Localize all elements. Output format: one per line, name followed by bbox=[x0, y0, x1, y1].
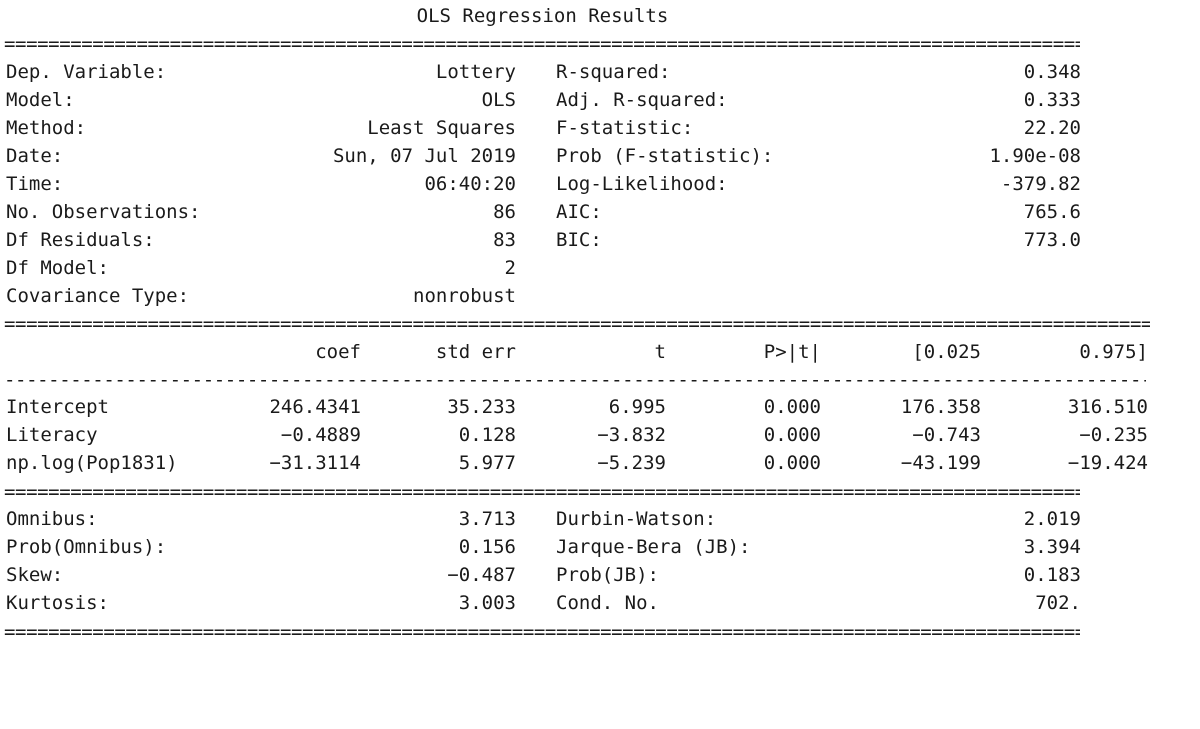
table-title: OLS Regression Results bbox=[416, 5, 669, 27]
summary-label: Date: bbox=[6, 145, 64, 167]
coef-header: P>|t| bbox=[763, 341, 821, 363]
summary-value: 0.348 bbox=[1023, 61, 1081, 83]
summary-label: Log-Likelihood: bbox=[556, 173, 728, 195]
summary-row: Df Residuals: 83 BIC: 773.0 bbox=[6, 226, 1106, 254]
summary-label: Prob (F-statistic): bbox=[556, 145, 774, 167]
diag-label: Skew: bbox=[6, 564, 64, 586]
summary-label: F-statistic: bbox=[556, 117, 694, 139]
coef-cell: −5.239 bbox=[597, 452, 666, 474]
coef-cell: 5.977 bbox=[458, 452, 516, 474]
diag-value: 3.003 bbox=[458, 592, 516, 614]
coef-header: std err bbox=[435, 341, 516, 363]
summary-value: 0.333 bbox=[1023, 89, 1081, 111]
diag-label: Prob(Omnibus): bbox=[6, 536, 167, 558]
summary-label: Adj. R-squared: bbox=[556, 89, 728, 111]
summary-label: Time: bbox=[6, 173, 64, 195]
summary-row: Model: OLS Adj. R-squared: 0.333 bbox=[6, 86, 1106, 114]
diag-label: Omnibus: bbox=[6, 508, 98, 530]
diag-row: Kurtosis: 3.003 Cond. No. 702. bbox=[6, 589, 1106, 617]
summary-label: R-squared: bbox=[556, 61, 671, 83]
coef-cell: −0.235 bbox=[1079, 424, 1148, 446]
diag-row: Prob(Omnibus): 0.156 Jarque-Bera (JB): 3… bbox=[6, 533, 1106, 561]
diag-row: Omnibus: 3.713 Durbin-Watson: 2.019 bbox=[6, 505, 1106, 533]
table-row: Intercept 246.4341 35.233 6.995 0.000 17… bbox=[6, 393, 1156, 421]
diag-label: Cond. No. bbox=[556, 592, 659, 614]
diag-row: Skew: −0.487 Prob(JB): 0.183 bbox=[6, 561, 1106, 589]
diag-value: −0.487 bbox=[447, 564, 516, 586]
summary-value: Least Squares bbox=[367, 117, 516, 139]
summary-value: nonrobust bbox=[413, 285, 516, 307]
coef-cell: 246.4341 bbox=[269, 396, 361, 418]
coef-header: t bbox=[654, 341, 666, 363]
coef-header-row: coef std err t P>|t| [0.025 0.975] bbox=[6, 338, 1156, 366]
separator-top: ========================================… bbox=[4, 34, 1080, 54]
coef-cell: Literacy bbox=[6, 424, 98, 446]
summary-label: Dep. Variable: bbox=[6, 61, 167, 83]
summary-value: 1.90e-08 bbox=[989, 145, 1081, 167]
table-row: Literacy −0.4889 0.128 −3.832 0.000 −0.7… bbox=[6, 421, 1156, 449]
diag-label: Jarque-Bera (JB): bbox=[556, 536, 751, 558]
summary-row: Method: Least Squares F-statistic: 22.20 bbox=[6, 114, 1106, 142]
coef-header: 0.975] bbox=[1079, 341, 1148, 363]
diag-value: 3.713 bbox=[458, 508, 516, 530]
coef-cell: np.log(Pop1831) bbox=[6, 452, 178, 474]
separator-bottom: ========================================… bbox=[4, 622, 1080, 642]
coef-cell: 0.000 bbox=[763, 424, 821, 446]
coef-header: coef bbox=[315, 341, 361, 363]
summary-row: Covariance Type: nonrobust bbox=[6, 282, 1106, 310]
summary-row: No. Observations: 86 AIC: 765.6 bbox=[6, 198, 1106, 226]
separator-diag-top: ========================================… bbox=[4, 482, 1080, 502]
summary-value: 86 bbox=[493, 201, 516, 223]
summary-label: Covariance Type: bbox=[6, 285, 190, 307]
summary-value: 06:40:20 bbox=[424, 173, 516, 195]
summary-row: Df Model: 2 bbox=[6, 254, 1106, 282]
summary-value: -379.82 bbox=[1000, 173, 1081, 195]
summary-value: 2 bbox=[504, 257, 516, 279]
coef-cell: −3.832 bbox=[597, 424, 666, 446]
coef-cell: −0.4889 bbox=[280, 424, 361, 446]
summary-row: Time: 06:40:20 Log-Likelihood: -379.82 bbox=[6, 170, 1106, 198]
diag-value: 0.156 bbox=[458, 536, 516, 558]
diag-label: Prob(JB): bbox=[556, 564, 659, 586]
summary-label: AIC: bbox=[556, 201, 602, 223]
coef-cell: −19.424 bbox=[1067, 452, 1148, 474]
diag-label: Kurtosis: bbox=[6, 592, 109, 614]
coef-cell: 6.995 bbox=[608, 396, 666, 418]
summary-value: Sun, 07 Jul 2019 bbox=[332, 145, 516, 167]
summary-label: No. Observations: bbox=[6, 201, 201, 223]
summary-row: Dep. Variable: Lottery R-squared: 0.348 bbox=[6, 58, 1106, 86]
coef-cell: 176.358 bbox=[900, 396, 981, 418]
diag-value: 2.019 bbox=[1023, 508, 1081, 530]
summary-value: 773.0 bbox=[1023, 229, 1081, 251]
coef-cell: 316.510 bbox=[1067, 396, 1148, 418]
coef-cell: Intercept bbox=[6, 396, 109, 418]
coef-cell: 35.233 bbox=[447, 396, 516, 418]
summary-label: Df Model: bbox=[6, 257, 109, 279]
summary-value: OLS bbox=[481, 89, 516, 111]
diag-value: 702. bbox=[1035, 592, 1081, 614]
coef-cell: −0.743 bbox=[912, 424, 981, 446]
summary-value: Lottery bbox=[435, 61, 516, 83]
summary-label: Method: bbox=[6, 117, 87, 139]
summary-value: 83 bbox=[493, 229, 516, 251]
summary-row: Date: Sun, 07 Jul 2019 Prob (F-statistic… bbox=[6, 142, 1106, 170]
coef-cell: 0.000 bbox=[763, 452, 821, 474]
separator-coef-header: ----------------------------------------… bbox=[4, 370, 1146, 390]
summary-label: Model: bbox=[6, 89, 75, 111]
coef-header: [0.025 bbox=[912, 341, 981, 363]
coef-cell: 0.128 bbox=[458, 424, 516, 446]
coef-cell: 0.000 bbox=[763, 396, 821, 418]
separator-coef-top: ========================================… bbox=[4, 314, 1150, 334]
summary-label: BIC: bbox=[556, 229, 602, 251]
diag-value: 0.183 bbox=[1023, 564, 1081, 586]
coef-cell: −43.199 bbox=[900, 452, 981, 474]
diag-label: Durbin-Watson: bbox=[556, 508, 717, 530]
diag-value: 3.394 bbox=[1023, 536, 1081, 558]
summary-value: 765.6 bbox=[1023, 201, 1081, 223]
summary-value: 22.20 bbox=[1023, 117, 1081, 139]
coef-cell: −31.3114 bbox=[269, 452, 361, 474]
table-row: np.log(Pop1831) −31.3114 5.977 −5.239 0.… bbox=[6, 449, 1156, 477]
summary-label: Df Residuals: bbox=[6, 229, 155, 251]
